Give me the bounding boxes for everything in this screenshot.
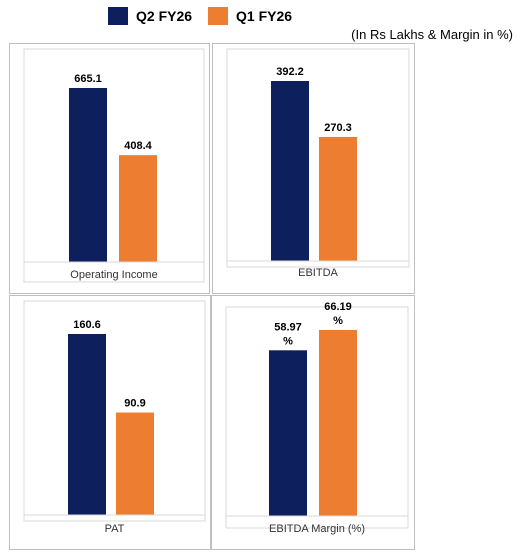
bar-operating-income-q2 xyxy=(69,88,107,262)
data-label-ebitda-q1: 270.3 xyxy=(324,122,352,134)
data-label-ebitda-margin-q1-0: 66.19 xyxy=(324,301,352,313)
category-label-ebitda-margin: EBITDA Margin (%) xyxy=(269,523,365,535)
plot-area-pat xyxy=(23,300,206,522)
data-label-operating-income-q1: 408.4 xyxy=(124,140,152,152)
bar-pat-q1 xyxy=(116,412,154,515)
data-label-ebitda-margin-q1-1: % xyxy=(333,315,343,327)
data-label-ebitda-margin-q2-1: % xyxy=(283,335,293,347)
units-note: (In Rs Lakhs & Margin in %) xyxy=(351,27,513,42)
chart-pat: 160.6 90.9 PAT xyxy=(9,295,211,550)
chart-operating-income: 665.1 408.4 Operating Income xyxy=(9,43,210,294)
legend-item-q1: Q1 FY26 xyxy=(208,7,292,25)
category-label-pat: PAT xyxy=(105,523,125,535)
category-label-ebitda: EBITDA xyxy=(298,267,338,279)
data-label-pat-q1: 90.9 xyxy=(124,398,145,410)
legend-swatch-q1 xyxy=(208,7,229,25)
legend-label-q1: Q1 FY26 xyxy=(236,8,293,24)
data-label-ebitda-q2: 392.2 xyxy=(276,66,304,78)
plot-area-ebitda xyxy=(226,48,410,268)
plot-area-operating-income xyxy=(23,48,205,283)
chart-ebitda-margin: 58.97% 66.19% EBITDA Margin (%) xyxy=(211,295,415,550)
legend-swatch-q2 xyxy=(108,7,128,25)
bar-ebitda-q1 xyxy=(319,136,357,261)
bar-pat-q2 xyxy=(68,334,106,515)
bar-ebitda-q2 xyxy=(271,81,309,261)
plot-area-ebitda-margin xyxy=(225,306,409,529)
legend-item-q2: Q2 FY26 xyxy=(108,7,192,25)
bar-ebitda-margin-q2 xyxy=(269,350,307,516)
data-label-operating-income-q2: 665.1 xyxy=(74,73,102,85)
data-label-pat-q2: 160.6 xyxy=(73,319,101,331)
bar-ebitda-margin-q1 xyxy=(319,330,357,516)
chart-ebitda: 392.2 270.3 EBITDA xyxy=(212,43,415,294)
legend: Q2 FY26 Q1 FY26 xyxy=(108,6,308,26)
bar-operating-income-q1 xyxy=(119,155,157,262)
data-label-ebitda-margin-q2-0: 58.97 xyxy=(274,321,302,333)
category-label-operating-income: Operating Income xyxy=(70,269,157,281)
legend-label-q2: Q2 FY26 xyxy=(136,8,193,24)
